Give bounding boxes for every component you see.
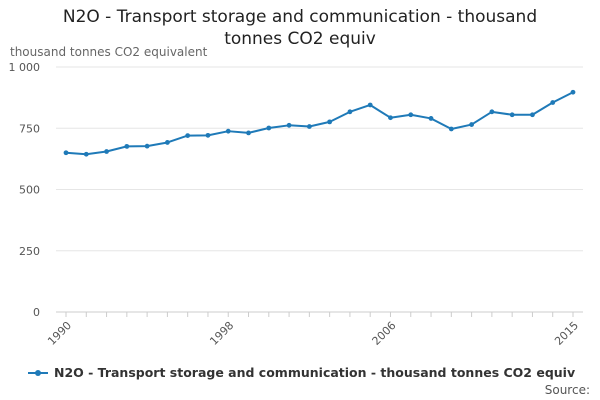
data-point <box>367 102 373 108</box>
data-point <box>306 124 312 129</box>
data-point <box>469 122 474 127</box>
data-point <box>286 122 292 128</box>
data-point <box>489 109 495 115</box>
data-point <box>530 112 535 118</box>
legend-label: N2O - Transport storage and communicatio… <box>54 365 576 380</box>
source-label: Source: <box>544 383 590 397</box>
data-point <box>509 112 515 118</box>
data-point <box>408 112 414 118</box>
x-tick-label: 2015 <box>552 319 581 348</box>
data-point <box>63 150 69 156</box>
data-point <box>428 116 434 121</box>
y-tick-label: 1 000 <box>9 61 41 74</box>
x-tick-label: 2006 <box>370 319 399 348</box>
data-point <box>185 133 191 139</box>
data-point <box>550 100 556 105</box>
y-tick-label: 250 <box>19 245 40 258</box>
data-point <box>205 132 211 138</box>
series-group <box>63 89 576 157</box>
data-point <box>83 151 89 157</box>
chart-title-line-2: tonnes CO2 equiv <box>224 29 376 49</box>
data-point <box>266 125 272 131</box>
legend-swatch <box>28 367 48 379</box>
y-tick-label: 0 <box>33 306 40 319</box>
data-point <box>388 115 393 121</box>
data-point <box>104 149 109 154</box>
data-point <box>144 143 150 149</box>
x-tick-label: 1998 <box>207 319 236 348</box>
data-point <box>347 109 353 115</box>
y-tick-label: 500 <box>19 184 40 197</box>
data-point <box>570 89 576 95</box>
x-tick-label: 1990 <box>45 319 74 348</box>
chart-title: N2O - Transport storage and communicatio… <box>0 6 600 50</box>
y-tick-label: 750 <box>19 122 40 135</box>
series-line <box>65 91 574 156</box>
x-axis-ticks: 1990 1998 2006 2015 <box>45 312 581 348</box>
legend[interactable]: N2O - Transport storage and communicatio… <box>28 365 575 380</box>
data-point <box>225 128 231 134</box>
y-axis-label: thousand tonnes CO2 equivalent <box>10 45 208 59</box>
data-point <box>246 130 251 136</box>
gridlines <box>56 66 583 313</box>
data-point <box>448 126 454 132</box>
data-point <box>327 119 333 125</box>
data-point <box>165 140 170 145</box>
y-axis-ticks: 0 250 500 750 1 000 <box>9 61 41 319</box>
chart-title-line-1: N2O - Transport storage and communicatio… <box>62 7 538 27</box>
data-point <box>124 143 130 149</box>
